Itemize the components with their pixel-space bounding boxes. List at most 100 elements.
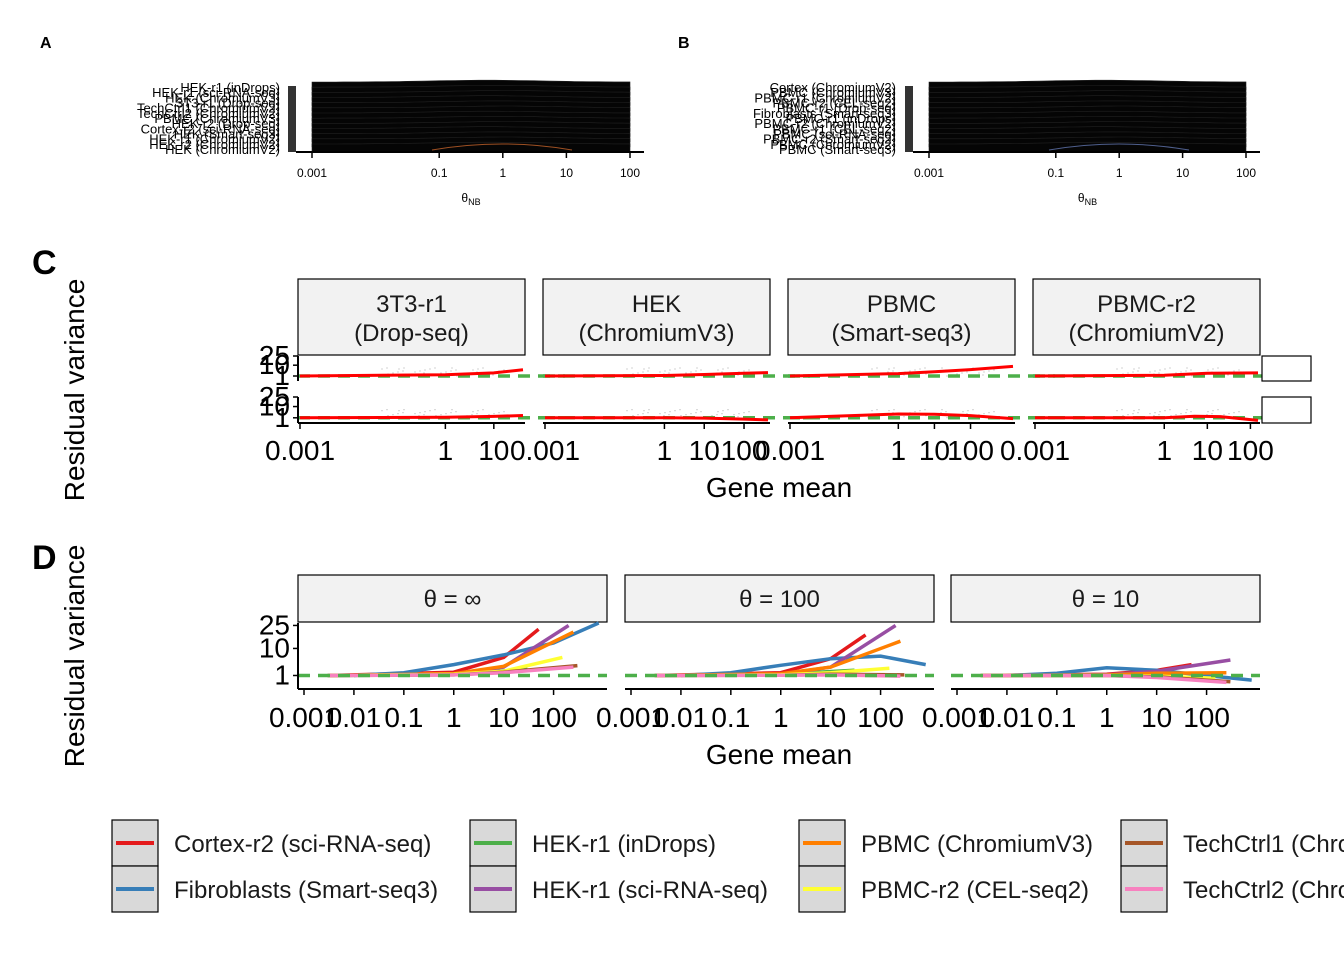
gene-point: [1185, 412, 1187, 414]
gene-point: [1228, 413, 1230, 415]
gene-point: [909, 370, 911, 372]
ridge-row-label: PBMC-r1 (inDrops): [785, 111, 896, 126]
gene-point: [1217, 409, 1219, 411]
gene-point: [642, 371, 644, 373]
gene-point: [679, 367, 681, 369]
gene-point: [648, 409, 650, 411]
gene-point: [386, 367, 388, 369]
gene-point: [738, 413, 740, 415]
gene-point: [492, 374, 494, 376]
ridge-row-label: PBMC-r2 (ChromiumV2): [754, 116, 896, 131]
gene-point: [695, 412, 697, 414]
gene-point: [690, 413, 692, 415]
gene-point: [1238, 411, 1240, 413]
gene-point: [945, 411, 947, 413]
gene-point: [1159, 411, 1161, 413]
gene-point: [733, 414, 735, 416]
gene-point: [1175, 414, 1177, 416]
x-tick-label: 10: [478, 435, 509, 466]
ridge-row-label: Cortex-r2 (sci-RNA-seq): [141, 121, 280, 136]
gene-point: [414, 413, 416, 415]
facet-strip-line2: (ChromiumV2): [1068, 320, 1224, 347]
gene-point: [674, 368, 676, 370]
gene-point: [888, 410, 890, 412]
gene-point: [700, 411, 702, 413]
facet-strip-label: θ = ∞: [424, 586, 482, 613]
x-tick-label: 10: [488, 702, 519, 733]
x-tick-label: 0.001: [922, 702, 992, 733]
gene-point: [626, 410, 628, 412]
gene-point: [643, 410, 645, 412]
gene-point: [397, 371, 399, 373]
gene-point: [1159, 369, 1161, 371]
x-tick-label: 0.001: [1000, 435, 1070, 466]
gene-point: [1185, 370, 1187, 372]
gene-point: [455, 369, 457, 371]
gene-point: [743, 370, 745, 372]
row-strip: [1261, 355, 1312, 382]
gene-point: [647, 412, 649, 414]
x-tick-label: 10: [689, 435, 720, 466]
gene-point: [451, 367, 453, 369]
gene-point: [647, 370, 649, 372]
x-tick-label: 1: [499, 166, 506, 180]
ridge-row-label: PBMC (ChromiumV3): [154, 111, 280, 126]
ridge-row-label: PBMC (ChromiumV3): [770, 85, 896, 100]
gene-point: [1132, 371, 1134, 373]
ridge-row-label: TechCtrl2 (ChromiumV2): [137, 106, 280, 121]
gene-point: [737, 416, 739, 418]
x-axis-title: θNB: [461, 191, 480, 207]
ridge-row-label: HEK-r1 (sci-RNA-seq): [152, 85, 280, 100]
gene-point: [1132, 413, 1134, 415]
gene-point: [503, 369, 505, 371]
gene-point: [924, 409, 926, 411]
gene-point: [434, 409, 436, 411]
gene-point: [429, 410, 431, 412]
gene-point: [1191, 375, 1193, 377]
facet-strip-line1: PBMC: [867, 291, 936, 318]
facet-strip: [624, 574, 935, 623]
gene-point: [397, 413, 399, 415]
gene-point: [722, 410, 724, 412]
fit-line: [1035, 414, 1259, 422]
gene-point: [690, 371, 692, 373]
gene-point: [978, 372, 980, 374]
gene-point: [498, 412, 500, 414]
gene-point: [946, 375, 948, 377]
gene-point: [679, 409, 681, 411]
legend-label: PBMC (ChromiumV3): [861, 831, 1093, 858]
x-tick-label: 100: [1183, 702, 1230, 733]
gene-point: [664, 370, 666, 372]
gene-point: [668, 414, 670, 416]
gene-point: [402, 370, 404, 372]
facet-strip-line2: (ChromiumV3): [578, 320, 734, 347]
x-tick-label: 10: [1141, 702, 1172, 733]
gene-point: [887, 371, 889, 373]
gene-point: [993, 369, 995, 371]
x-tick-label: 1: [773, 702, 789, 733]
gene-point: [966, 371, 968, 373]
gene-point: [669, 411, 671, 413]
gene-point: [482, 367, 484, 369]
gene-point: [476, 413, 478, 415]
fit-line: [789, 412, 1014, 421]
fit-line: [299, 368, 524, 378]
fit-line: [789, 364, 1014, 378]
x-axis-title-main: θ: [1078, 191, 1085, 205]
gene-point: [398, 368, 400, 370]
gene-point: [988, 412, 990, 414]
gene-point: [664, 412, 666, 414]
ridge-row: [311, 141, 631, 153]
gene-point: [972, 409, 974, 411]
panel-d-label: D: [32, 539, 57, 577]
gene-point: [637, 372, 639, 374]
gene-point: [424, 369, 426, 371]
panel-c-xlabel: Gene mean: [706, 472, 852, 503]
gene-point: [1169, 409, 1171, 411]
x-tick-label: 0.01: [327, 702, 382, 733]
gene-point: [423, 414, 425, 416]
facet-strip-label: θ = 100: [739, 586, 820, 613]
legend-label: HEK-r1 (sci-RNA-seq): [532, 877, 768, 904]
